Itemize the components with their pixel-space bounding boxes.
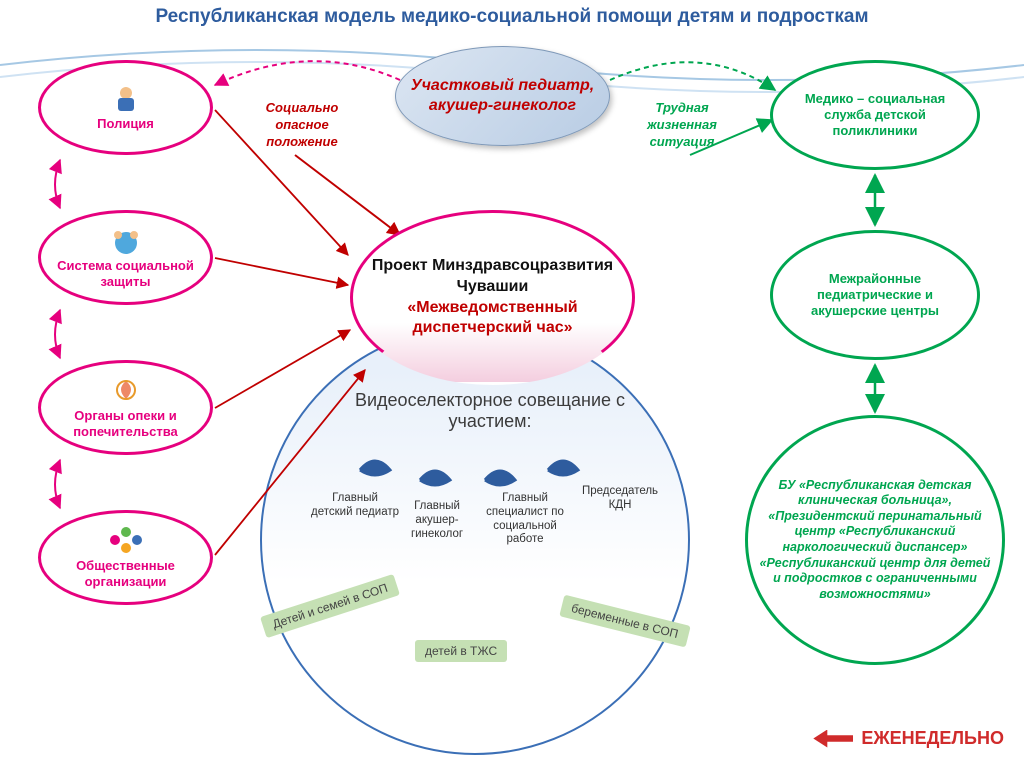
left-oval-icon [103,525,149,555]
right-oval-label: Межрайонные педиатрические и акушерские … [783,271,967,320]
left-oval-label: Органы опеки и попечительства [51,408,200,441]
right-oval-label: БУ «Республиканская детская клиническая … [758,478,992,603]
participant-0: Главный детский педиатр [310,492,400,520]
left-oval-label: Общественные организации [51,558,200,591]
left-oval-0: Полиция [38,60,213,155]
top-center-oval: Участковый педиатр, акушер-гинеколог [395,46,610,146]
left-oval-2: Органы опеки и попечительства [38,360,213,455]
left-oval-icon [103,225,149,255]
left-oval-1: Система социальной защиты [38,210,213,305]
right-oval-1: Межрайонные педиатрические и акушерские … [770,230,980,360]
note-difficult-situation: Трудная жизненная ситуация [622,100,742,151]
left-oval-label: Полиция [97,116,154,132]
right-oval-2: БУ «Республиканская детская клиническая … [745,415,1005,665]
weekly-label: ЕЖЕНЕДЕЛЬНО [861,728,1004,749]
participant-1: Главный акушер-гинеколог [392,500,482,541]
left-oval-icon [103,375,149,405]
left-oval-icon [103,83,149,113]
participant-3: Председатель КДН [575,485,665,513]
right-oval-label: Медико – социальная служба детской полик… [783,91,967,140]
video-meeting-label: Видеоселекторное совещание с участием: [340,390,640,432]
left-oval-3: Общественные организации [38,510,213,605]
arrow-left-icon [813,730,853,748]
page-title: Республиканская модель медико-социальной… [50,6,974,28]
project-text: Проект Минздравсоцразвития Чувашии «Межв… [363,256,622,339]
weekly-indicator: ЕЖЕНЕДЕЛЬНО [813,728,1004,749]
top-center-label: Участковый педиатр, акушер-гинеколог [406,76,599,116]
left-oval-label: Система социальной защиты [51,258,200,291]
note-socially-dangerous: Социально опасное положение [242,100,362,151]
tag-1: детей в ТЖС [415,640,507,662]
project-oval: Проект Минздравсоцразвития Чувашии «Межв… [350,210,635,385]
participant-2: Главный специалист по социальной работе [480,492,570,547]
right-oval-0: Медико – социальная служба детской полик… [770,60,980,170]
